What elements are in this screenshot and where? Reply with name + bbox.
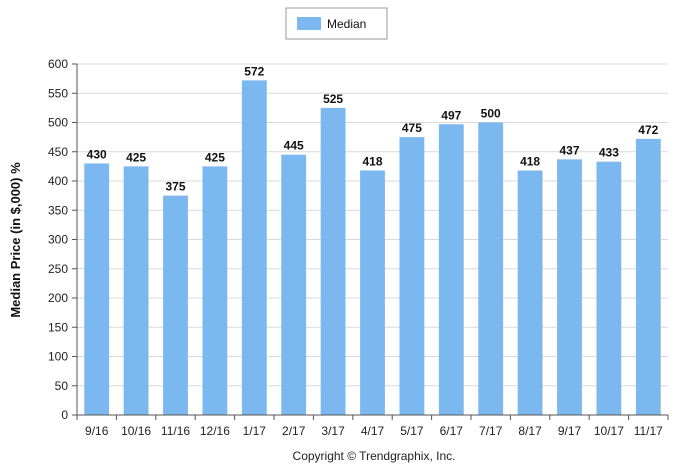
y-axis-title: Median Price (in $,000) % bbox=[8, 162, 23, 318]
data-label: 445 bbox=[284, 139, 304, 153]
y-tick-label: 0 bbox=[61, 408, 68, 422]
y-tick-label: 300 bbox=[48, 233, 68, 247]
data-label: 418 bbox=[520, 154, 540, 168]
bar bbox=[557, 159, 582, 415]
data-label: 475 bbox=[402, 121, 422, 135]
bar bbox=[281, 154, 307, 416]
x-tick-label: 9/16 bbox=[85, 424, 109, 438]
data-label: 525 bbox=[323, 92, 343, 106]
bar bbox=[241, 80, 267, 415]
axes bbox=[76, 64, 668, 416]
bar bbox=[202, 166, 228, 415]
data-label: 500 bbox=[481, 107, 501, 121]
x-tick-label: 5/17 bbox=[400, 424, 424, 438]
data-label: 430 bbox=[87, 147, 107, 161]
x-tick-label: 7/17 bbox=[479, 424, 503, 438]
y-tick-label: 600 bbox=[48, 57, 68, 71]
y-tick-label: 500 bbox=[48, 116, 68, 130]
y-tick-label: 50 bbox=[55, 379, 69, 393]
data-label: 497 bbox=[441, 108, 461, 122]
bar bbox=[163, 195, 188, 415]
data-label: 433 bbox=[599, 146, 619, 160]
bar bbox=[123, 166, 149, 415]
legend-swatch bbox=[297, 17, 321, 30]
bar bbox=[320, 107, 346, 415]
y-tick-label: 250 bbox=[48, 262, 68, 276]
bar bbox=[399, 137, 425, 415]
x-tick-label: 4/17 bbox=[361, 424, 385, 438]
data-label: 425 bbox=[205, 150, 225, 164]
y-axis-ticks: 0 50 100 150 200 250 300 350 400 450 500 550 600 bbox=[48, 57, 77, 422]
bar bbox=[84, 163, 110, 415]
x-tick-label: 10/17 bbox=[594, 424, 624, 438]
x-tick-label: 9/17 bbox=[558, 424, 582, 438]
bar bbox=[360, 170, 385, 415]
bar bbox=[517, 170, 543, 415]
data-label: 425 bbox=[126, 150, 146, 164]
copyright-text: Copyright © Trendgraphix, Inc. bbox=[293, 449, 456, 463]
x-tick-label: 3/17 bbox=[321, 424, 345, 438]
y-tick-label: 400 bbox=[48, 174, 68, 188]
x-tick-label: 2/17 bbox=[282, 424, 306, 438]
data-label: 418 bbox=[362, 154, 382, 168]
y-tick-label: 450 bbox=[48, 145, 68, 159]
x-tick-label: 8/17 bbox=[518, 424, 542, 438]
bar bbox=[438, 124, 464, 415]
bars: 430 425 375 425 572 445 525 418 475 497 500 418 437 4… bbox=[84, 64, 661, 416]
x-tick-label: 11/17 bbox=[634, 424, 663, 438]
bar bbox=[635, 138, 661, 415]
y-tick-label: 550 bbox=[48, 86, 68, 100]
x-tick-label: 6/17 bbox=[440, 424, 464, 438]
y-tick-label: 100 bbox=[48, 350, 68, 364]
bar bbox=[596, 161, 622, 415]
x-tick-label: 11/16 bbox=[161, 424, 190, 438]
data-label: 572 bbox=[244, 64, 264, 78]
legend-label: Median bbox=[327, 17, 366, 31]
x-tick-label: 10/16 bbox=[121, 424, 151, 438]
x-tick-label: 12/16 bbox=[200, 424, 230, 438]
legend: Median bbox=[285, 7, 388, 40]
y-tick-label: 150 bbox=[48, 320, 68, 334]
x-tick-label: 1/17 bbox=[243, 424, 267, 438]
y-tick-label: 200 bbox=[48, 291, 68, 305]
data-label: 375 bbox=[165, 180, 185, 194]
x-axis-ticks: 9/16 10/16 11/16 12/16 1/17 2/17 3/17 4/17 5/17 6… bbox=[76, 415, 669, 438]
y-tick-label: 350 bbox=[48, 203, 68, 217]
bar bbox=[478, 122, 504, 415]
data-label: 437 bbox=[559, 143, 579, 157]
data-label: 472 bbox=[638, 123, 658, 137]
